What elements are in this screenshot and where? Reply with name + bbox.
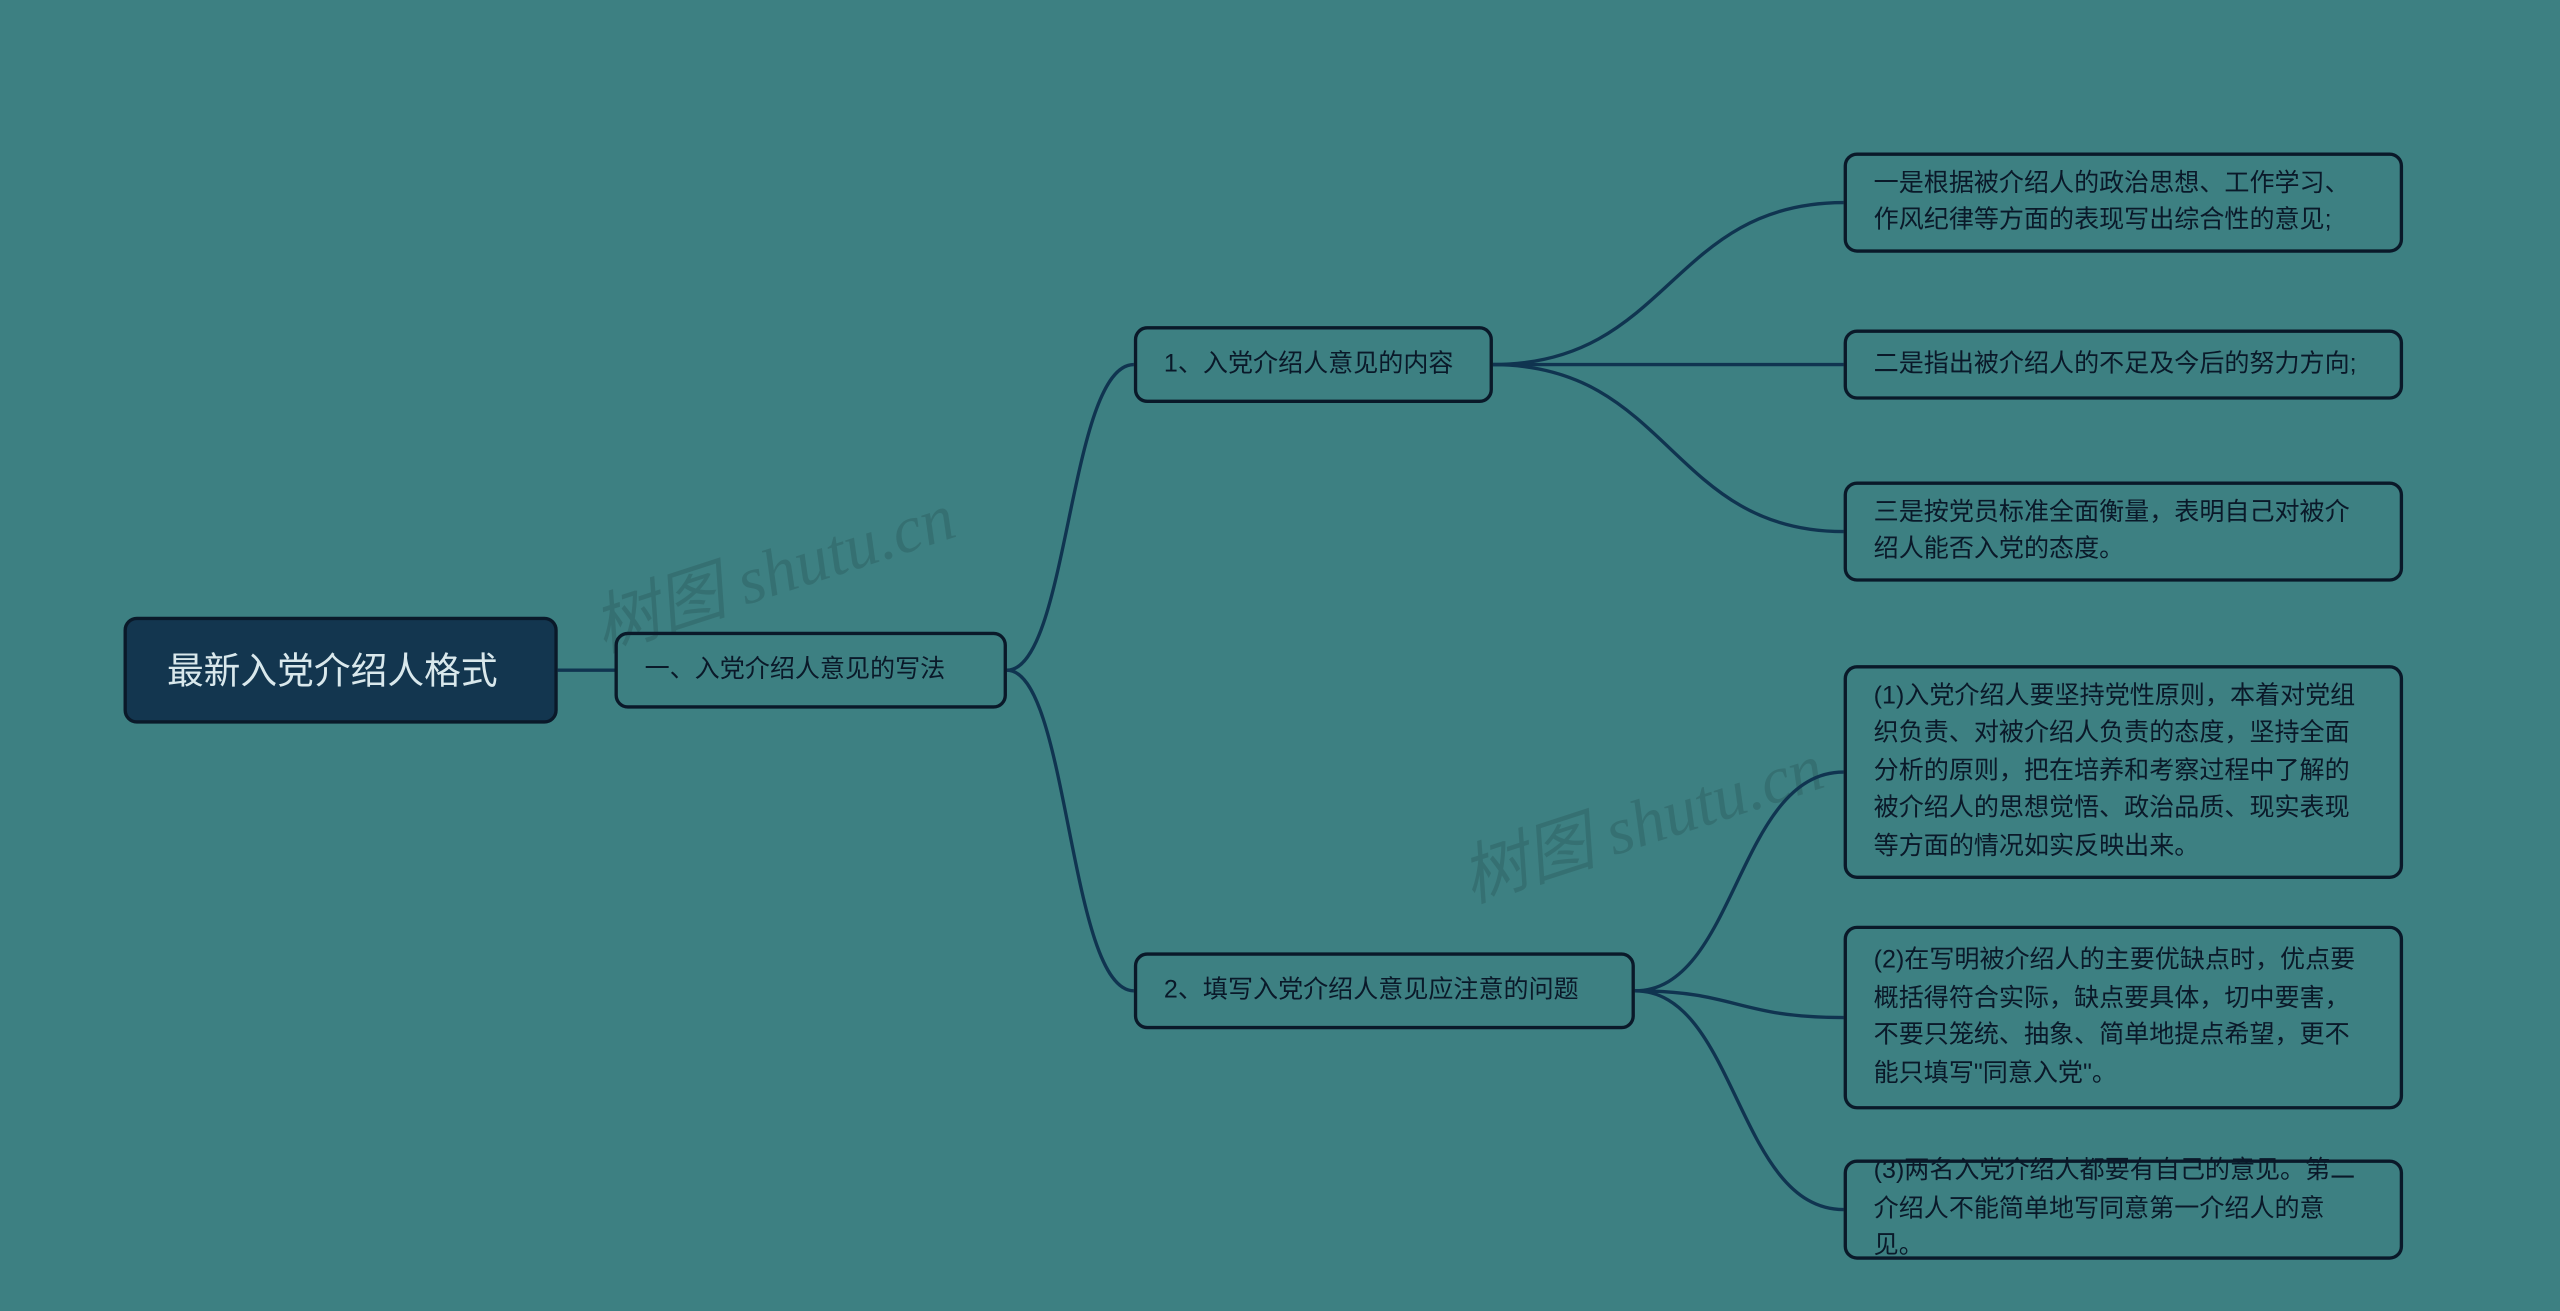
leaf-node-c4[interactable]: (1)入党介绍人要坚持党性原则，本着对党组织负责、对被介绍人负责的态度，坚持全面… [1844,665,2403,879]
level2a-label: 1、入党介绍人意见的内容 [1164,345,1453,383]
leaf-c1-label: 一是根据被介绍人的政治思想、工作学习、作风纪律等方面的表现写出综合性的意见; [1874,165,2373,240]
leaf-node-c6[interactable]: (3)两名入党介绍人都要有自己的意见。第二介绍人不能简单地写同意第一介绍人的意见… [1844,1159,2403,1259]
leaf-c5-label: (2)在写明被介绍人的主要优缺点时，优点要概括得符合实际，缺点要具体，切中要害，… [1874,942,2373,1092]
watermark-2: 树图 shutu.cn [1447,713,1833,921]
leaf-node-c3[interactable]: 三是按党员标准全面衡量，表明自己对被介绍人能否入党的态度。 [1844,481,2403,581]
level1-node[interactable]: 一、入党介绍人意见的写法 [615,631,1007,708]
leaf-node-c2[interactable]: 二是指出被介绍人的不足及今后的努力方向; [1844,329,2403,399]
root-node[interactable]: 最新入党介绍人格式 [124,616,558,723]
leaf-node-c1[interactable]: 一是根据被介绍人的政治思想、工作学习、作风纪律等方面的表现写出综合性的意见; [1844,152,2403,252]
leaf-c4-label: (1)入党介绍人要坚持党性原则，本着对党组织负责、对被介绍人负责的态度，坚持全面… [1874,678,2373,866]
leaf-node-c5[interactable]: (2)在写明被介绍人的主要优缺点时，优点要概括得符合实际，缺点要具体，切中要害，… [1844,925,2403,1109]
leaf-c2-label: 二是指出被介绍人的不足及今后的努力方向; [1874,345,2357,383]
root-label: 最新入党介绍人格式 [167,642,498,697]
level1-label: 一、入党介绍人意见的写法 [645,651,946,689]
level2-node-content[interactable]: 1、入党介绍人意见的内容 [1134,326,1493,403]
level2-node-issues[interactable]: 2、填写入党介绍人意见应注意的问题 [1134,952,1635,1029]
level2b-label: 2、填写入党介绍人意见应注意的问题 [1164,972,1579,1010]
leaf-c3-label: 三是按党员标准全面衡量，表明自己对被介绍人能否入党的态度。 [1874,494,2373,569]
leaf-c6-label: (3)两名入党介绍人都要有自己的意见。第二介绍人不能简单地写同意第一介绍人的意见… [1874,1153,2373,1266]
mindmap: 树图 shutu.cn 树图 shutu.cn 最新入党介绍人格式 一、入党介绍… [0,0,2560,1311]
